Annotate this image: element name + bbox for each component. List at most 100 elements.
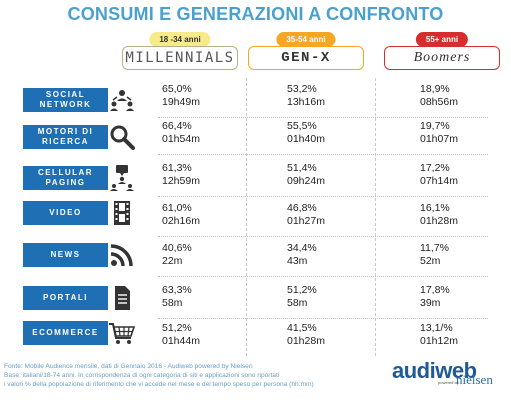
value-cell: 55,5% 01h40m [287, 120, 325, 146]
time-value: 01h28m [420, 215, 458, 227]
time-value: 13h16m [287, 96, 325, 108]
percentage-value: 61,0% [162, 202, 192, 214]
value-cell: 18,9% 08h56m [420, 83, 458, 109]
percentage-value: 34,4% [287, 242, 317, 254]
time-value: 01h40m [287, 133, 325, 145]
boomers-label: Boomers [384, 46, 500, 70]
time-value: 07h14m [420, 175, 458, 187]
time-value: 09h24m [287, 175, 325, 187]
value-cell: 63,3% 58m [162, 284, 192, 310]
messaging-network-icon [108, 164, 136, 192]
social-network-icon [108, 86, 136, 114]
percentage-value: 40,6% [162, 242, 192, 254]
percentage-value: 55,5% [287, 120, 317, 132]
row-separator [158, 236, 488, 237]
percentage-value: 53,2% [287, 83, 317, 95]
value-cell: 17,8% 39m [420, 284, 450, 310]
value-cell: 19,7% 01h07m [420, 120, 458, 146]
percentage-value: 63,3% [162, 284, 192, 296]
time-value: 08h56m [420, 96, 458, 108]
value-cell: 16,1% 01h28m [420, 202, 458, 228]
category-label: VIDEO [23, 201, 108, 225]
percentage-value: 51,2% [162, 322, 192, 334]
category-label: ECOMMERCE [23, 321, 108, 345]
millennials-age-badge: 18 -34 anni [149, 32, 211, 47]
genx-age-badge: 35-54 anni [276, 32, 336, 47]
film-icon [108, 199, 136, 227]
time-value: 58m [162, 297, 183, 309]
millennials-header: 18 -34 anni MILLENNIALS [122, 32, 238, 72]
category-label: PORTALI [23, 286, 108, 310]
nielsen-logo-text: nielsen [456, 372, 493, 387]
boomers-header: 55+ anni Boomers [384, 32, 500, 72]
value-cell: 51,2% 58m [287, 284, 317, 310]
time-value: 19h49m [162, 96, 200, 108]
search-icon [108, 123, 136, 151]
value-cell: 51,2% 01h44m [162, 322, 200, 348]
row-separator [158, 318, 488, 319]
percentage-value: 18,9% [420, 83, 450, 95]
row-separator [158, 276, 488, 277]
percentage-value: 19,7% [420, 120, 450, 132]
time-value: 01h44m [162, 335, 200, 347]
value-cell: 40,6% 22m [162, 242, 192, 268]
category-label: SOCIAL NETWORK [23, 88, 108, 112]
row-separator [158, 154, 488, 155]
column-divider [246, 78, 247, 356]
value-cell: 66,4% 01h54m [162, 120, 200, 146]
time-value: 01h12m [420, 335, 458, 347]
value-cell: 53,2% 13h16m [287, 83, 325, 109]
value-cell: 61,0% 02h16m [162, 202, 200, 228]
time-value: 22m [162, 255, 183, 267]
page-title: CONSUMI E GENERAZIONI A CONFRONTO [67, 4, 444, 24]
powered-by-text: powered by [438, 380, 459, 385]
time-value: 01h28m [287, 335, 325, 347]
rss-icon [108, 241, 136, 269]
time-value: 01h27m [287, 215, 325, 227]
time-value: 58m [287, 297, 308, 309]
percentage-value: 61,3% [162, 162, 192, 174]
audiweb-logo-text: audiweb [392, 358, 477, 383]
value-cell: 65,0% 19h49m [162, 83, 200, 109]
percentage-value: 16,1% [420, 202, 450, 214]
footer-source: Fonte: Mobile Audience mensile, dati di … [4, 363, 253, 370]
value-cell: 34,4% 43m [287, 242, 317, 268]
category-label: MOTORI DI RICERCA [23, 125, 108, 149]
value-cell: 13,1/% 01h12m [420, 322, 458, 348]
time-value: 02h16m [162, 215, 200, 227]
footer-explanation: i valori % della popolazione di riferime… [4, 381, 314, 388]
time-value: 52m [420, 255, 441, 267]
percentage-value: 17,2% [420, 162, 450, 174]
value-cell: 17,2% 07h14m [420, 162, 458, 188]
time-value: 39m [420, 297, 441, 309]
percentage-value: 51,4% [287, 162, 317, 174]
percentage-value: 46,8% [287, 202, 317, 214]
document-icon [108, 284, 136, 312]
percentage-value: 51,2% [287, 284, 317, 296]
category-label: NEWS [23, 243, 108, 267]
row-separator [158, 196, 488, 197]
value-cell: 51,4% 09h24m [287, 162, 325, 188]
column-divider [375, 78, 376, 356]
percentage-value: 13,1/% [420, 322, 453, 334]
value-cell: 11,7% 52m [420, 242, 449, 268]
millennials-label: MILLENNIALS [122, 46, 238, 70]
time-value: 01h54m [162, 133, 200, 145]
value-cell: 46,8% 01h27m [287, 202, 325, 228]
percentage-value: 66,4% [162, 120, 192, 132]
time-value: 01h07m [420, 133, 458, 145]
time-value: 43m [287, 255, 308, 267]
percentage-value: 17,8% [420, 284, 450, 296]
footer-note: Fonte: Mobile Audience mensile, dati di … [4, 362, 394, 389]
value-cell: 41,5% 01h28m [287, 322, 325, 348]
value-cell: 61,3% 12h59m [162, 162, 200, 188]
genx-header: 35-54 anni GEN-X [248, 32, 364, 72]
boomers-age-badge: 55+ anni [415, 32, 469, 47]
row-separator [158, 117, 488, 118]
audiweb-nielsen-logo: audiweb powered by nielsen [392, 358, 493, 387]
percentage-value: 65,0% [162, 83, 192, 95]
percentage-value: 41,5% [287, 322, 317, 334]
footer-base: Base: italiani/18-74 anni. In corrispond… [4, 372, 280, 379]
percentage-value: 11,7% [420, 242, 449, 254]
genx-label: GEN-X [248, 46, 364, 70]
